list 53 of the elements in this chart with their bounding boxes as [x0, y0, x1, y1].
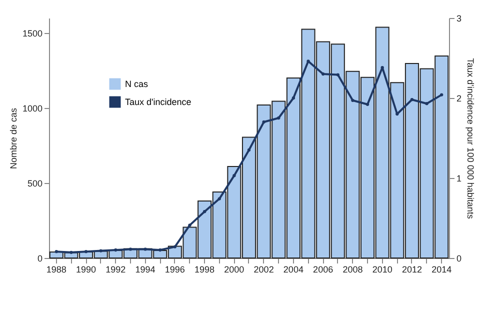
legend-label: N cas: [125, 79, 149, 89]
x-tick-label: 1994: [135, 264, 156, 274]
point: [262, 120, 266, 124]
y2-axis-title: Taux d'incidence pour 100 000 habitants: [466, 58, 476, 220]
legend-label: Taux d'incidence: [125, 97, 192, 107]
point: [173, 245, 177, 248]
point: [277, 116, 280, 120]
point: [440, 93, 444, 96]
x-tick-label: 2010: [372, 264, 392, 274]
y2-tick-label: 2: [456, 94, 462, 104]
x-tick-label: 1996: [164, 264, 185, 274]
point: [366, 102, 370, 106]
x-tick-label: 2006: [313, 264, 334, 274]
x-tick-label: 1990: [76, 264, 96, 274]
point: [410, 98, 414, 102]
point: [84, 250, 88, 254]
point: [202, 210, 206, 214]
y-tick-label: 1000: [22, 104, 42, 114]
y2-tick-label: 3: [456, 14, 462, 24]
point: [396, 112, 399, 116]
point: [306, 60, 310, 63]
point: [99, 249, 102, 252]
x-tick-label: 2000: [224, 264, 244, 274]
point: [128, 248, 132, 251]
point: [321, 72, 325, 76]
y2-tick-label: 0: [456, 254, 462, 264]
x-tick-label: 2012: [402, 264, 422, 274]
x-tick-label: 1988: [46, 264, 66, 274]
point: [336, 73, 340, 76]
x-tick-label: 2008: [342, 264, 363, 274]
point: [158, 248, 162, 252]
point: [232, 174, 236, 178]
y-tick-label: 0: [37, 254, 42, 264]
y-tick-label: 500: [27, 178, 42, 188]
x-tick-label: 2004: [283, 264, 304, 274]
point: [425, 102, 428, 106]
point: [144, 248, 147, 251]
point: [380, 66, 384, 70]
x-tick-label: 2014: [432, 264, 452, 274]
x-tick-label: 1992: [106, 264, 126, 274]
point: [292, 96, 296, 100]
point: [114, 248, 118, 252]
point: [247, 148, 251, 152]
point: [351, 98, 354, 102]
y-axis-title: Nombre de cas: [8, 107, 18, 170]
x-tick-label: 1998: [194, 264, 215, 274]
point: [54, 250, 58, 254]
y2-tick-label: 1: [456, 174, 462, 184]
y-tick-label: 1500: [22, 28, 42, 38]
x-tick-label: 2002: [254, 264, 274, 274]
point: [218, 197, 221, 200]
point: [188, 224, 192, 227]
point: [70, 250, 73, 254]
